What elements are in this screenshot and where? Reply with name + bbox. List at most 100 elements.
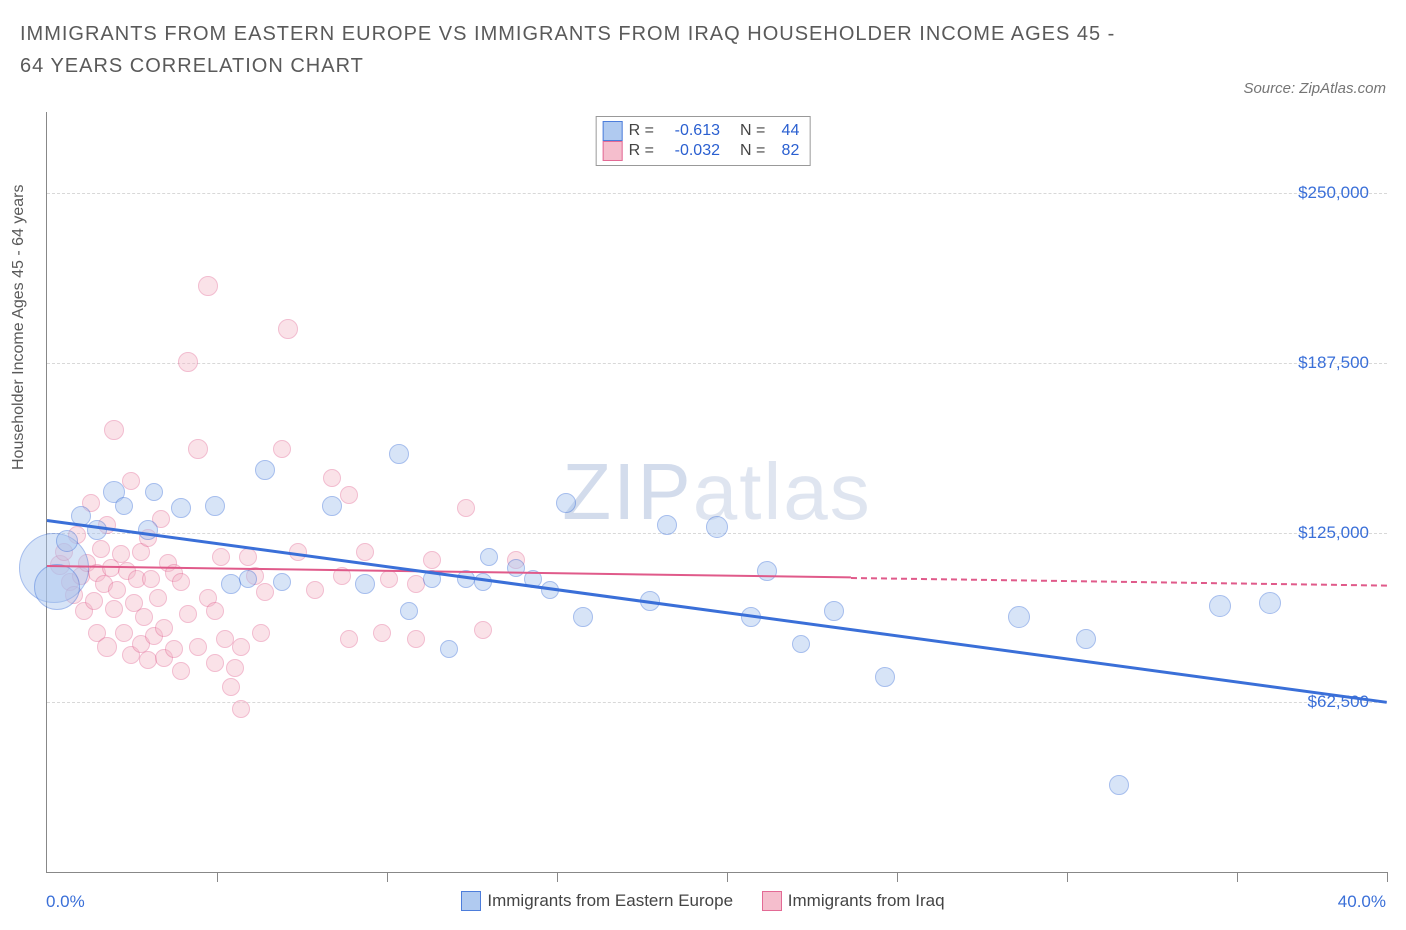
scatter-point	[108, 581, 126, 599]
scatter-point	[373, 624, 391, 642]
scatter-point	[356, 543, 374, 561]
scatter-point	[1008, 606, 1030, 628]
scatter-point	[407, 630, 425, 648]
scatter-point	[115, 624, 133, 642]
scatter-point	[212, 548, 230, 566]
scatter-point	[206, 654, 224, 672]
y-tick-label: $187,500	[1298, 353, 1369, 373]
x-tick	[217, 872, 219, 882]
scatter-point	[273, 573, 291, 591]
scatter-point	[239, 570, 257, 588]
scatter-point	[340, 630, 358, 648]
scatter-point	[171, 498, 191, 518]
scatter-point	[206, 602, 224, 620]
scatter-point	[239, 548, 257, 566]
swatch-pink	[762, 891, 782, 911]
scatter-point	[322, 496, 342, 516]
scatter-point	[474, 621, 492, 639]
chart-title: IMMIGRANTS FROM EASTERN EUROPE VS IMMIGR…	[20, 18, 1120, 82]
scatter-point	[232, 700, 250, 718]
scatter-point	[172, 573, 190, 591]
trend-line	[47, 519, 1387, 704]
scatter-point	[115, 497, 133, 515]
scatter-point	[400, 602, 418, 620]
y-tick-label: $125,000	[1298, 523, 1369, 543]
scatter-point	[226, 659, 244, 677]
scatter-point	[757, 561, 777, 581]
scatter-point	[145, 483, 163, 501]
legend-item-blue: Immigrants from Eastern Europe	[461, 891, 733, 911]
trend-line	[851, 577, 1387, 587]
scatter-point	[340, 486, 358, 504]
scatter-point	[792, 635, 810, 653]
swatch-blue	[603, 121, 623, 141]
scatter-point	[155, 619, 173, 637]
scatter-point	[273, 440, 291, 458]
scatter-point	[189, 638, 207, 656]
scatter-point	[85, 592, 103, 610]
scatter-point	[97, 637, 117, 657]
scatter-point	[306, 581, 324, 599]
scatter-point	[1076, 629, 1096, 649]
y-axis-title: Householder Income Ages 45 - 64 years	[10, 185, 28, 471]
scatter-point	[178, 352, 198, 372]
legend-series: Immigrants from Eastern Europe Immigrant…	[0, 891, 1406, 916]
scatter-point	[216, 630, 234, 648]
scatter-point	[232, 638, 250, 656]
x-tick	[387, 872, 389, 882]
scatter-point	[34, 564, 80, 610]
scatter-point	[278, 319, 298, 339]
scatter-point	[875, 667, 895, 687]
scatter-point	[573, 607, 593, 627]
scatter-point	[1209, 595, 1231, 617]
scatter-point	[135, 608, 153, 626]
scatter-point	[423, 551, 441, 569]
scatter-point	[457, 499, 475, 517]
scatter-point	[122, 472, 140, 490]
plot-area: ZIPatlas $62,500$125,000$187,500$250,000	[46, 112, 1387, 873]
scatter-point	[165, 640, 183, 658]
scatter-point	[706, 516, 728, 538]
scatter-point	[252, 624, 270, 642]
scatter-point	[380, 570, 398, 588]
source-label: Source: ZipAtlas.com	[1243, 80, 1386, 97]
x-tick	[727, 872, 729, 882]
scatter-point	[1109, 775, 1129, 795]
scatter-point	[824, 601, 844, 621]
scatter-point	[389, 444, 409, 464]
scatter-point	[92, 540, 110, 558]
scatter-point	[256, 583, 274, 601]
scatter-point	[172, 662, 190, 680]
scatter-point	[556, 493, 576, 513]
scatter-point	[138, 520, 158, 540]
scatter-point	[139, 651, 157, 669]
legend-stats: R = -0.613 N = 44 R = -0.032 N = 82	[596, 116, 811, 166]
scatter-point	[56, 530, 78, 552]
gridline	[47, 193, 1387, 194]
scatter-point	[657, 515, 677, 535]
x-tick	[1237, 872, 1239, 882]
x-tick	[557, 872, 559, 882]
scatter-point	[104, 420, 124, 440]
gridline	[47, 363, 1387, 364]
scatter-point	[87, 520, 107, 540]
scatter-point	[323, 469, 341, 487]
swatch-blue	[461, 891, 481, 911]
scatter-point	[105, 600, 123, 618]
scatter-point	[222, 678, 240, 696]
scatter-point	[179, 605, 197, 623]
legend-item-pink: Immigrants from Iraq	[762, 891, 945, 911]
scatter-point	[355, 574, 375, 594]
x-tick	[897, 872, 899, 882]
scatter-point	[188, 439, 208, 459]
scatter-point	[149, 589, 167, 607]
legend-stats-row-pink: R = -0.032 N = 82	[603, 141, 800, 161]
y-tick-label: $250,000	[1298, 183, 1369, 203]
scatter-point	[507, 559, 525, 577]
scatter-point	[255, 460, 275, 480]
x-tick	[1067, 872, 1069, 882]
scatter-point	[480, 548, 498, 566]
swatch-pink	[603, 141, 623, 161]
scatter-point	[1259, 592, 1281, 614]
scatter-point	[407, 575, 425, 593]
